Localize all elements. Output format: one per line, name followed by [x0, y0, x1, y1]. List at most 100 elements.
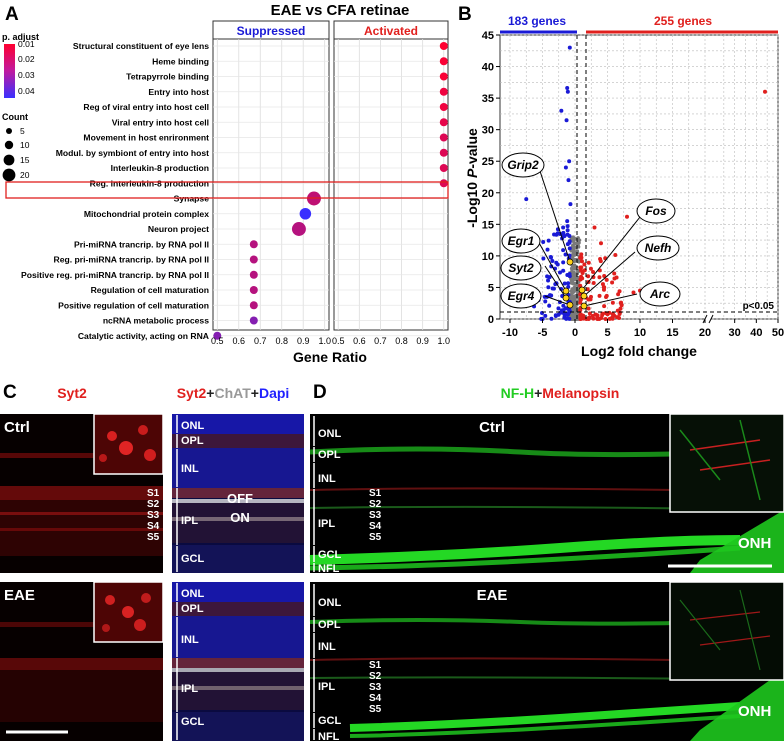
- down-point: [561, 248, 566, 253]
- up-point: [578, 300, 583, 305]
- up-point: [579, 252, 584, 257]
- go-dot: [439, 72, 448, 81]
- go-term-label: Catalytic activity, acting on RNA: [78, 331, 209, 341]
- panel-a-label: A: [5, 4, 19, 25]
- x-tick-label: 10: [634, 327, 646, 339]
- down-point: [565, 89, 570, 94]
- merge-eae-image: [172, 582, 304, 741]
- down-point: [567, 45, 572, 50]
- go-term-label: Pri-miRNA trancrip. by RNA pol II: [74, 239, 209, 249]
- x-tick-label: 0.7: [374, 336, 387, 346]
- go-dot: [439, 148, 448, 157]
- padj-legend-title: p. adjust: [2, 32, 39, 42]
- up-point: [579, 255, 584, 260]
- down-point: [541, 240, 546, 245]
- y-tick-label: 0: [488, 314, 494, 326]
- count-tick: 5: [20, 126, 25, 136]
- up-point: [763, 89, 767, 94]
- go-term-label: Reg. interleukin-8 production: [90, 178, 209, 188]
- gene-label-grip2: Grip2: [507, 158, 539, 172]
- facet-label-suppressed: Suppressed: [237, 24, 306, 38]
- go-dots: [213, 42, 448, 340]
- up-point: [603, 316, 608, 321]
- down-point: [561, 225, 566, 230]
- stratum-label: S2: [369, 671, 382, 682]
- up-point: [614, 275, 619, 280]
- up-point: [607, 310, 612, 315]
- down-point: [564, 316, 569, 321]
- down-point: [545, 247, 550, 252]
- down-point: [551, 286, 556, 291]
- down-point: [565, 86, 570, 91]
- gene-label-egr1: Egr1: [508, 234, 535, 248]
- go-dot: [439, 103, 448, 111]
- layer-label: ONL: [318, 597, 342, 609]
- go-dot: [249, 301, 258, 310]
- go-dot: [439, 87, 448, 96]
- up-point: [586, 316, 591, 321]
- down-point: [567, 274, 572, 279]
- ns-point: [571, 235, 575, 240]
- d-eae-label: EAE: [477, 587, 508, 604]
- down-point: [561, 268, 566, 273]
- callout-line: [537, 240, 567, 292]
- y-label-italic: P: [464, 168, 480, 178]
- go-term-label: Viral entry into host cell: [112, 117, 209, 127]
- x-tick-label: 40: [750, 327, 762, 339]
- layer-label: GCL: [181, 553, 205, 565]
- go-x-axis-label: Gene Ratio: [293, 349, 367, 365]
- y-tick-label: 40: [482, 62, 494, 74]
- down-point: [541, 256, 546, 261]
- merge-ctrl-image: [172, 414, 304, 573]
- layer-label: GCL: [318, 549, 342, 561]
- down-point: [552, 232, 557, 237]
- up-point: [578, 308, 583, 313]
- ns-point: [572, 253, 577, 257]
- gene-dot-egr1: [562, 287, 570, 295]
- gene-label-arc: Arc: [649, 287, 670, 301]
- callout-line: [583, 251, 636, 297]
- callout-bubble: [639, 281, 681, 307]
- down-genes-count: 183 genes: [508, 14, 566, 28]
- count-tick: 10: [20, 140, 30, 150]
- up-point: [578, 314, 583, 319]
- up-point: [586, 260, 591, 265]
- down-point: [548, 255, 553, 260]
- go-term-label: Positive regulation of cell maturation: [58, 300, 209, 310]
- up-point: [597, 293, 602, 298]
- y-tick-label: 30: [482, 125, 494, 137]
- callout-line: [544, 265, 567, 299]
- down-point: [553, 313, 558, 318]
- ns-point: [570, 291, 575, 295]
- down-point: [543, 299, 548, 304]
- layer-label: ONL: [318, 428, 342, 440]
- gene-dot-arc: [580, 302, 588, 310]
- stratum-label: S4: [147, 521, 160, 532]
- x-tick-label: 0.5: [211, 336, 224, 346]
- up-point: [599, 241, 603, 246]
- stratum-label: S3: [369, 682, 382, 693]
- layer-label: OPL: [318, 449, 341, 461]
- panel-c-label: C: [3, 382, 17, 403]
- x-tick-label: 30: [729, 327, 741, 339]
- count-legend-title: Count: [2, 112, 28, 122]
- facet-panel-activated: [333, 38, 449, 331]
- down-point: [566, 178, 571, 183]
- down-point: [566, 284, 571, 289]
- syt2-eae-label: EAE: [4, 587, 35, 604]
- off-label: OFF: [227, 491, 253, 506]
- layer-label: ONL: [181, 588, 205, 600]
- layer-label: INL: [318, 473, 336, 485]
- down-point: [546, 238, 551, 243]
- up-point: [599, 315, 604, 320]
- up-point: [617, 289, 622, 294]
- up-genes-count: 255 genes: [654, 14, 712, 28]
- x-tick-label: -10: [502, 327, 518, 339]
- layer-label: INL: [181, 463, 199, 475]
- go-dot: [249, 316, 258, 325]
- count-tick: 15: [20, 155, 30, 165]
- down-point: [561, 260, 566, 265]
- up-point: [597, 275, 602, 280]
- go-term-label: Entry into host: [148, 87, 209, 97]
